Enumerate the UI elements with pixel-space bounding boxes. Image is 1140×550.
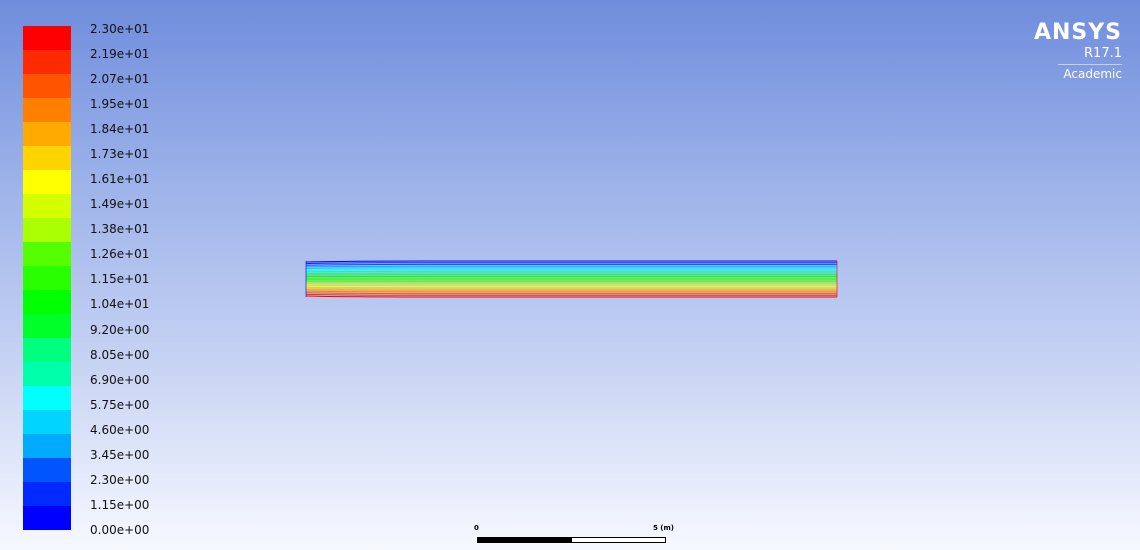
legend-label: 1.73e+01: [90, 147, 150, 161]
legend-label: 1.95e+01: [90, 97, 150, 111]
legend-label: 1.38e+01: [90, 222, 150, 236]
streamline: [305, 263, 837, 266]
legend-swatch: [23, 362, 71, 386]
legend-label: 0.00e+00: [90, 523, 150, 537]
scale-start-label: 0: [474, 524, 479, 532]
legend-label: 2.30e+01: [90, 22, 150, 36]
legend-swatch: [23, 314, 71, 338]
legend-swatch: [23, 458, 71, 482]
legend-label: 9.20e+00: [90, 323, 150, 337]
legend-swatch: [23, 386, 71, 410]
legend-swatch: [23, 74, 71, 98]
legend-label: 2.07e+01: [90, 72, 150, 86]
legend-label: 1.49e+01: [90, 197, 150, 211]
legend-swatch: [23, 242, 71, 266]
legend-swatch: [23, 98, 71, 122]
legend-label: 1.04e+01: [90, 297, 150, 311]
legend-swatch: [23, 482, 71, 506]
scale-bar: 0 5 (m): [470, 524, 674, 546]
logo-edition: Academic: [1063, 67, 1122, 81]
scale-bar-segment: [478, 538, 572, 542]
streamline: [305, 267, 837, 269]
legend-label: 2.30e+00: [90, 473, 150, 487]
legend-label: 4.60e+00: [90, 423, 150, 437]
streamline: [305, 260, 837, 263]
legend-swatch: [23, 410, 71, 434]
legend-swatch: [23, 122, 71, 146]
streamline: [305, 287, 837, 289]
legend-label: 1.61e+01: [90, 172, 150, 186]
streamline: [305, 292, 837, 295]
scale-bar-graphic: [477, 537, 666, 543]
streamline: [305, 262, 837, 265]
legend-label: 8.05e+00: [90, 348, 150, 362]
logo-name: ANSYS: [1033, 20, 1122, 45]
pipe-streamlines: [305, 260, 838, 298]
scale-bar-segment: [571, 538, 665, 542]
streamline: [305, 289, 837, 291]
legend-label: 1.15e+00: [90, 498, 150, 512]
legend-swatch: [23, 146, 71, 170]
color-legend: 2.30e+01 2.19e+01 2.07e+01 1.95e+01 1.84…: [22, 22, 242, 537]
streamline: [305, 295, 837, 298]
logo-version: R17.1: [1084, 46, 1122, 61]
ansys-logo: ANSYS R17.1 Academic: [1012, 20, 1122, 81]
legend-swatch: [23, 26, 71, 50]
legend-label: 1.84e+01: [90, 122, 150, 136]
streamline: [305, 290, 837, 293]
legend-swatch: [23, 170, 71, 194]
legend-label: 1.15e+01: [90, 272, 150, 286]
legend-swatch: [23, 266, 71, 290]
legend-label: 1.26e+01: [90, 247, 150, 261]
logo-divider: [1058, 64, 1122, 65]
legend-swatch: [23, 50, 71, 74]
legend-swatch: [23, 506, 71, 530]
legend-swatch: [23, 218, 71, 242]
streamline: [305, 265, 837, 268]
legend-label: 3.45e+00: [90, 448, 150, 462]
legend-color-bar: [23, 26, 71, 530]
legend-label: 2.19e+01: [90, 47, 150, 61]
legend-swatch: [23, 338, 71, 362]
scale-end-label: 5 (m): [653, 524, 674, 532]
streamline: [305, 269, 837, 271]
legend-labels: 2.30e+01 2.19e+01 2.07e+01 1.95e+01 1.84…: [90, 22, 240, 537]
streamline: [305, 293, 837, 296]
legend-label: 5.75e+00: [90, 398, 150, 412]
legend-swatch: [23, 434, 71, 458]
legend-label: 6.90e+00: [90, 373, 150, 387]
legend-swatch: [23, 194, 71, 218]
legend-swatch: [23, 290, 71, 314]
